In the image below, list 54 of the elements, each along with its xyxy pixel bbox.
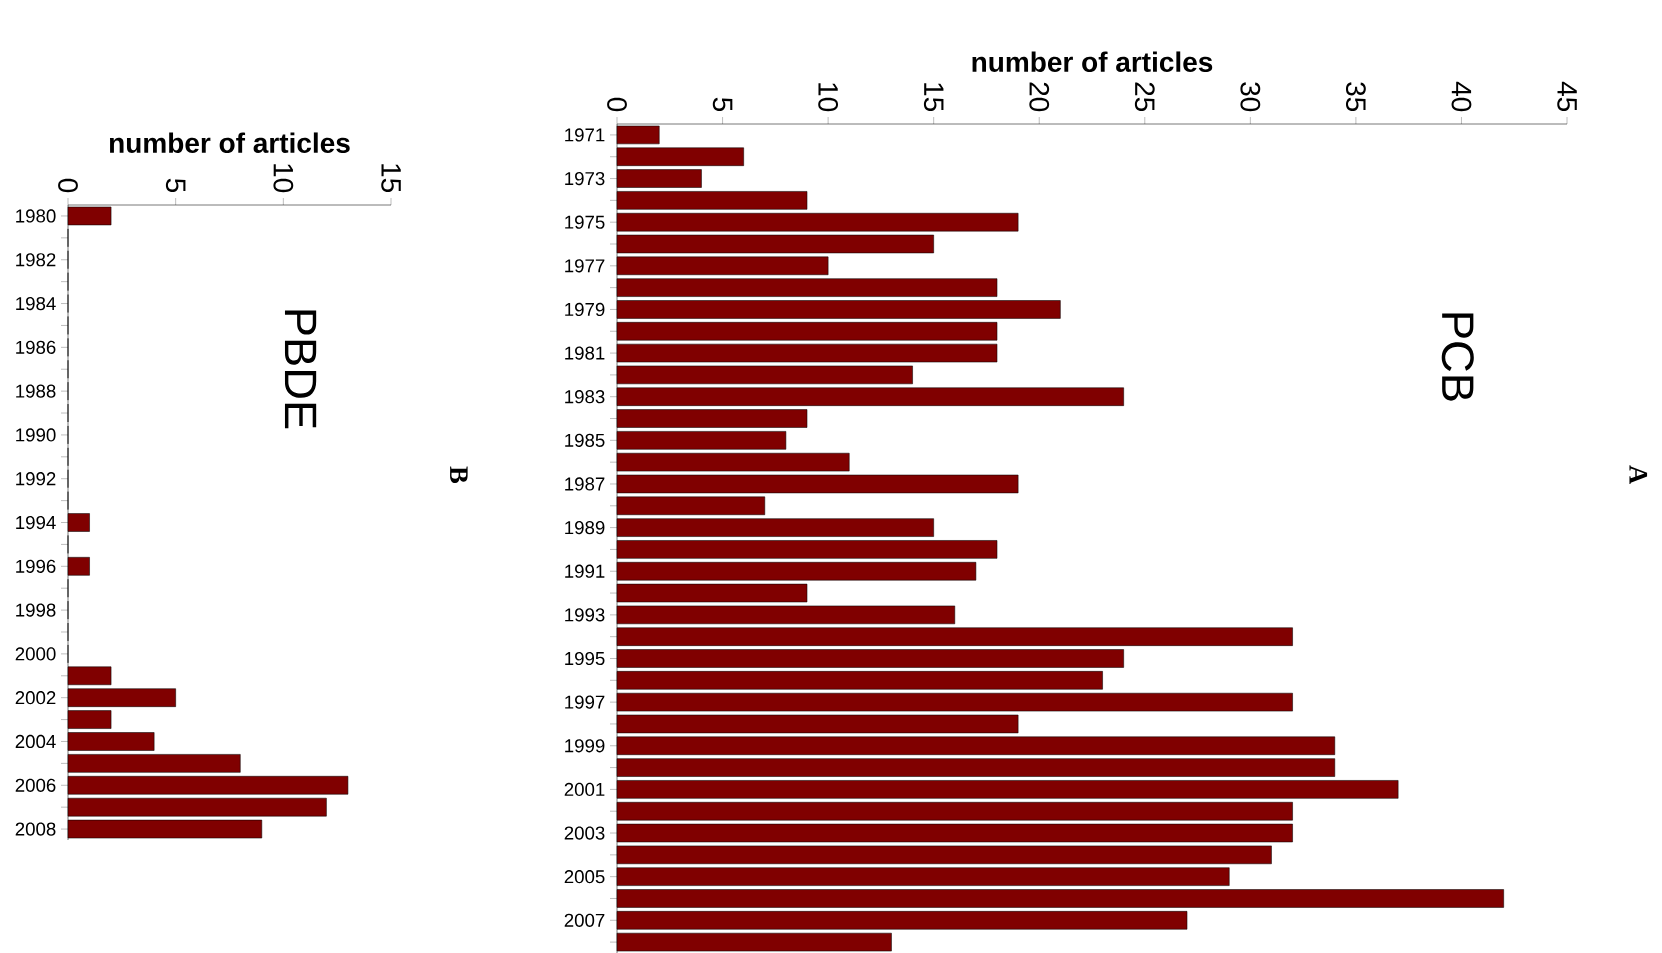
y-tick-label: 1995 [565, 651, 605, 666]
y-tick-label: 1987 [565, 477, 605, 491]
x-tick-label: 15 [381, 164, 401, 193]
x-tick-label: 15 [923, 83, 944, 112]
y-tick-label: 1984 [16, 296, 56, 311]
y-tick-label: 1991 [565, 564, 605, 578]
y-tick-label: 1975 [565, 215, 605, 229]
x-tick-label: 30 [1240, 82, 1261, 112]
y-tick-label: 1977 [565, 259, 605, 273]
y-tick-label: 1971 [565, 128, 605, 142]
x-axis-title: number of articles [972, 51, 1213, 72]
text: B [450, 466, 468, 484]
y-tick-label: 1997 [565, 695, 605, 709]
y-tick-label: 1989 [565, 520, 605, 535]
y-tick-label: 1979 [565, 302, 605, 317]
x-tick-label: 5 [165, 178, 186, 193]
x-tick-label: 0 [607, 97, 627, 112]
x-tick-label: 0 [58, 178, 78, 193]
y-tick-label: 1981 [565, 346, 605, 360]
x-tick-label: 10 [818, 83, 839, 112]
y-tick-label: 1990 [16, 428, 56, 442]
text: PBDE [284, 310, 317, 429]
text: A [1629, 465, 1648, 485]
y-tick-label: 1988 [16, 384, 56, 398]
y-tick-label: 1993 [565, 608, 605, 622]
x-tick-label: 25 [1134, 82, 1155, 112]
y-tick-label: 1994 [16, 515, 56, 530]
x-tick-label: 35 [1345, 82, 1366, 112]
x-tick-label: 5 [712, 97, 733, 112]
y-tick-label: 2008 [15, 822, 56, 836]
x-axis-title: number of articles [109, 132, 350, 153]
x-tick-label: 20 [1029, 82, 1050, 112]
y-tick-label: 1999 [565, 739, 605, 753]
text: PCB [1441, 313, 1474, 401]
y-tick-label: 1980 [16, 209, 56, 223]
y-tick-label: 1998 [16, 603, 56, 617]
y-tick-label: 1983 [565, 390, 605, 404]
y-tick-label: 1973 [565, 171, 605, 186]
y-tick-label: 2007 [564, 913, 605, 927]
y-tick-label: 2001 [564, 782, 605, 797]
y-tick-label: 1985 [565, 433, 605, 447]
y-tick-label: 2004 [15, 734, 56, 749]
y-tick-label: 1986 [16, 340, 56, 354]
y-tick-label: 2003 [564, 826, 605, 840]
y-tick-label: 1982 [16, 253, 56, 267]
y-tick-label: 2005 [564, 870, 605, 884]
y-tick-label: 2000 [15, 647, 56, 661]
x-tick-label: 10 [273, 164, 294, 193]
y-tick-label: 1992 [16, 472, 56, 486]
y-tick-label: 2002 [15, 691, 56, 705]
y-tick-label: 2006 [15, 778, 56, 792]
x-tick-label: 45 [1557, 81, 1577, 112]
y-tick-label: 1996 [16, 559, 56, 573]
x-tick-label: 40 [1451, 81, 1472, 112]
